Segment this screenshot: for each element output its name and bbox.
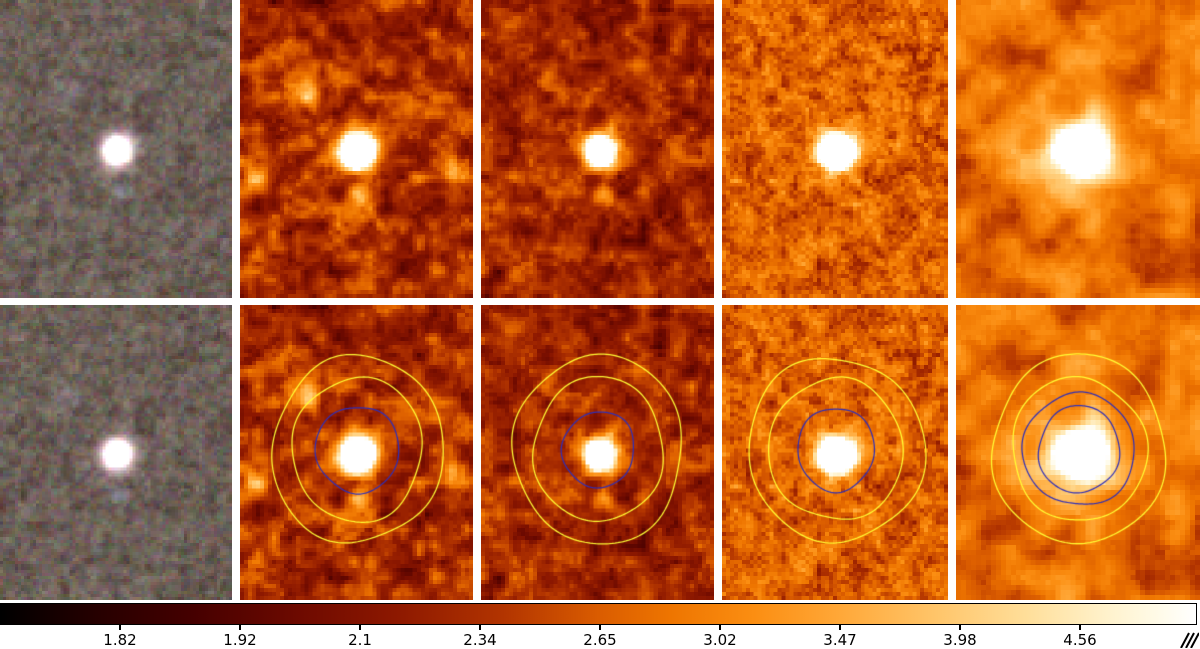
cutout-panel-row1-col0	[0, 305, 232, 600]
colorbar-tick-label: 3.02	[703, 631, 737, 649]
colorbar-tick	[719, 624, 721, 630]
colorbar-tick-label: 2.65	[583, 631, 617, 649]
colorbar-tick-label: 3.98	[943, 631, 977, 649]
heat-cutout-image	[956, 0, 1200, 298]
colorbar-tick-label: 1.92	[223, 631, 257, 649]
contour-overlay	[722, 305, 948, 600]
cutout-panel-row1-col3	[722, 305, 948, 600]
colorbar-tick	[119, 624, 121, 630]
colorbar-tick-label: 4.56	[1063, 631, 1097, 649]
cutout-panel-row0-col2	[481, 0, 714, 298]
colorbar-tick	[839, 624, 841, 630]
cutout-panel-row1-col2	[481, 305, 714, 600]
colorbar-axis: 1.82 1.92 2.1 2.34 2.65 3.02 3.47 3.98 4…	[0, 624, 1200, 649]
rgb-cutout-image	[0, 0, 232, 298]
cutout-panel-row1-col4	[956, 305, 1200, 600]
contour-overlay	[240, 305, 473, 600]
rgb-cutout-image	[0, 305, 232, 600]
cutout-panel-row0-col4	[956, 0, 1200, 298]
colorbar-tick-label: 1.82	[103, 631, 137, 649]
cutout-panel-row0-col0	[0, 0, 232, 298]
colorbar-tick-label: 3.47	[823, 631, 857, 649]
heat-cutout-image	[240, 0, 473, 298]
colorbar-gradient	[0, 603, 1197, 625]
heat-cutout-image	[722, 0, 948, 298]
diagonal-hatch-icon	[1180, 632, 1199, 648]
colorbar-tick	[599, 624, 601, 630]
cutout-panel-row0-col3	[722, 0, 948, 298]
cutout-panel-row1-col1	[240, 305, 473, 600]
colorbar-tick-label: 2.34	[463, 631, 497, 649]
cutout-panel-row0-col1	[240, 0, 473, 298]
contour-overlay	[481, 305, 714, 600]
heat-cutout-image	[481, 0, 714, 298]
colorbar-tick	[479, 624, 481, 630]
colorbar-tick	[239, 624, 241, 630]
colorbar-tick	[959, 624, 961, 630]
colorbar-tick	[1079, 624, 1081, 630]
colorbar-tick	[359, 624, 361, 630]
contour-overlay	[956, 305, 1200, 600]
colorbar-tick-label: 2.1	[348, 631, 372, 649]
